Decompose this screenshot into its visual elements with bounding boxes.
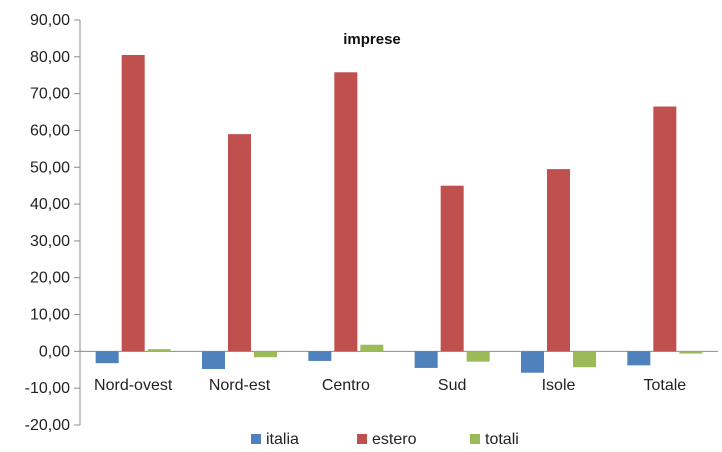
x-tick-label: Sud: [438, 377, 466, 394]
bar-totali: [360, 344, 384, 352]
y-tick-label: 0,00: [39, 343, 70, 360]
y-tick-label: 80,00: [30, 49, 70, 66]
bar-estero: [228, 134, 251, 352]
x-tick-label: Nord-ovest: [94, 377, 173, 394]
y-tick-label: 50,00: [30, 159, 70, 176]
bar-italia: [627, 351, 651, 366]
bar-italia: [521, 351, 544, 373]
y-tick-label: -20,00: [25, 417, 70, 434]
bar-totali: [254, 351, 277, 358]
y-tick-label: -10,00: [25, 380, 70, 397]
bar-totali: [573, 351, 596, 368]
y-tick-label: 70,00: [30, 86, 70, 103]
legend-swatch-totali: [470, 434, 480, 444]
legend-label-estero: estero: [372, 431, 417, 448]
bar-italia: [414, 351, 438, 368]
y-tick-label: 20,00: [30, 270, 70, 287]
legend: italia estero totali: [251, 431, 519, 448]
y-tick-label: 10,00: [30, 307, 70, 324]
bar-italia: [202, 351, 225, 370]
y-tick-label: 90,00: [30, 12, 70, 29]
bar-totali: [679, 351, 703, 354]
bar-totali: [147, 349, 171, 352]
bar-totali: [466, 351, 490, 362]
bar-estero: [440, 185, 464, 352]
x-tick-label: Totale: [643, 377, 686, 394]
legend-label-italia: italia: [266, 431, 299, 448]
y-axis: -20,00 -10,00 0,00 10,00 20,00 30,00 40,00 50,0…: [25, 12, 718, 434]
bar-italia: [95, 351, 119, 364]
chart-title: imprese: [343, 31, 401, 48]
bar-estero: [653, 106, 677, 352]
bar-estero: [334, 72, 358, 352]
bar-estero: [547, 169, 570, 352]
x-tick-label: Centro: [322, 377, 370, 394]
y-tick-label: 40,00: [30, 196, 70, 213]
y-tick-label: 60,00: [30, 122, 70, 139]
x-axis-labels: Nord-ovest Nord-est Centro Sud Isole Totale: [94, 377, 686, 394]
x-tick-label: Isole: [542, 377, 576, 394]
legend-swatch-italia: [251, 434, 261, 444]
legend-swatch-estero: [357, 434, 367, 444]
x-tick-label: Nord-est: [209, 377, 271, 394]
bars: [95, 54, 703, 373]
bar-italia: [308, 351, 332, 361]
y-tick-label: 30,00: [30, 233, 70, 250]
legend-label-totali: totali: [485, 431, 519, 448]
bar-estero: [121, 54, 145, 352]
